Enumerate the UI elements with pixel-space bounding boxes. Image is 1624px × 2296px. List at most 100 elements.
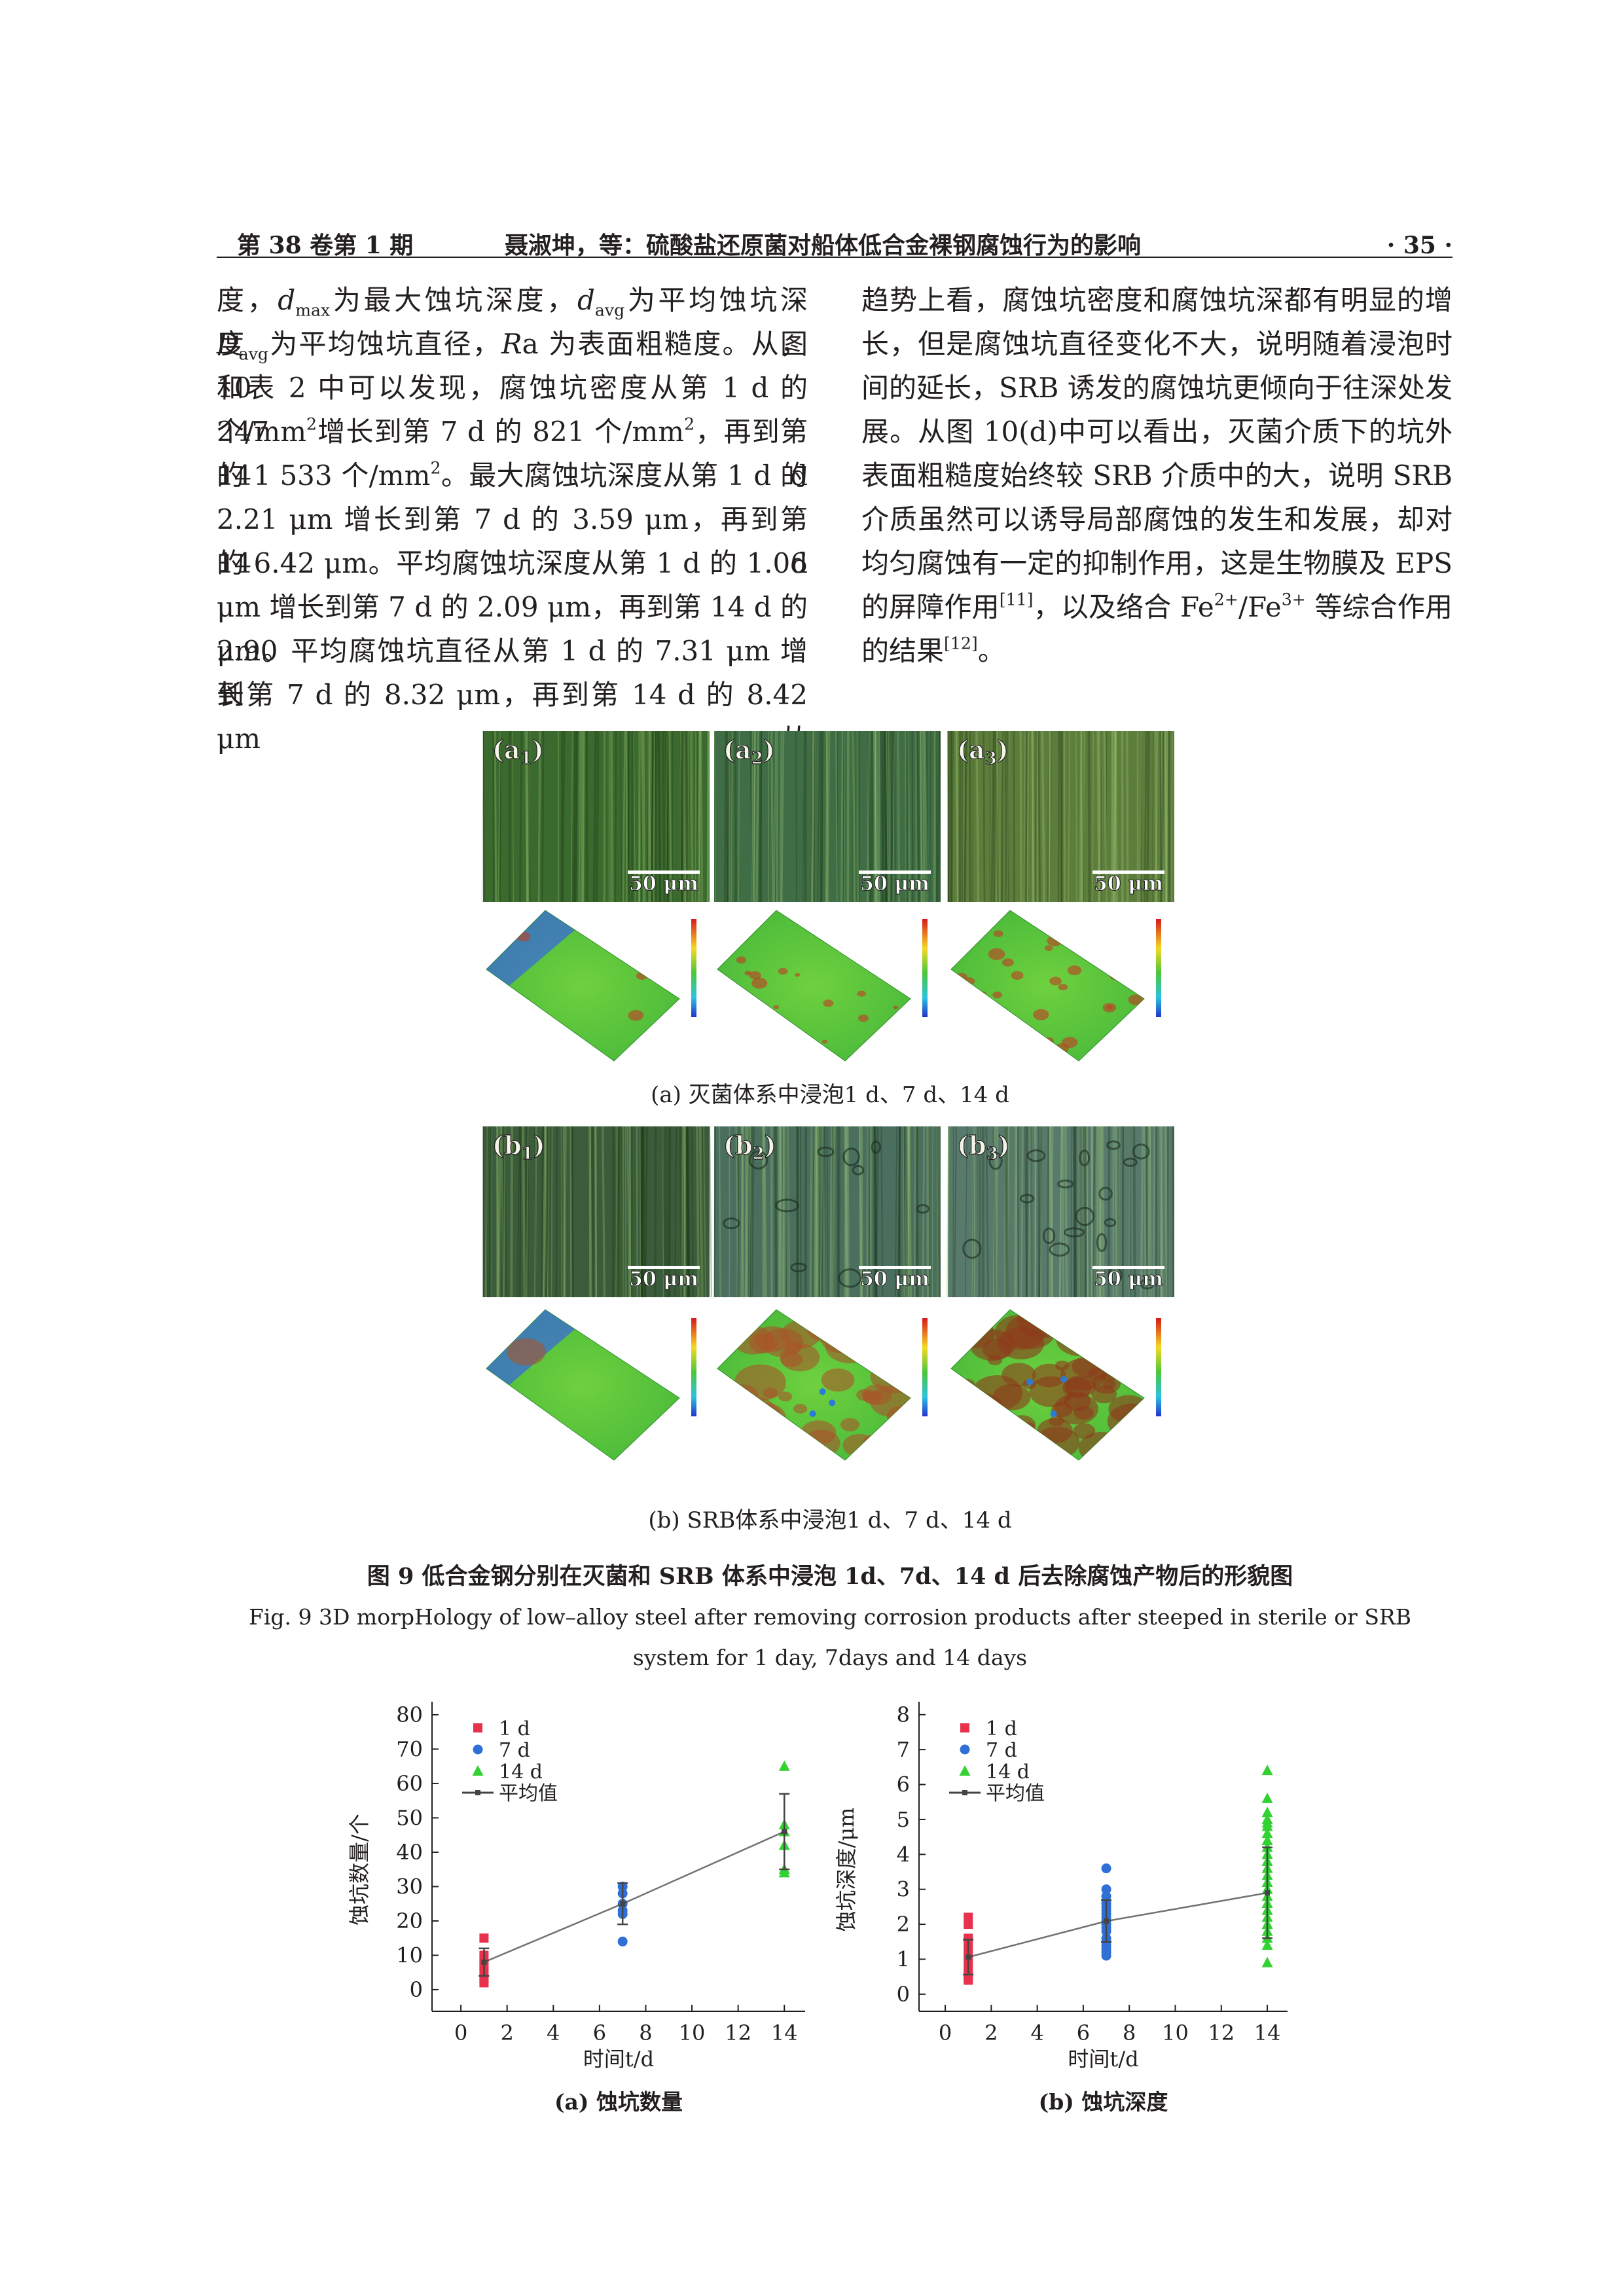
surface-spot bbox=[1119, 1321, 1144, 1339]
texture bbox=[616, 1126, 621, 1298]
legend-label: 14 d bbox=[499, 1761, 543, 1784]
texture bbox=[1048, 1126, 1051, 1298]
surface-spot bbox=[1001, 958, 1014, 967]
texture bbox=[516, 1126, 520, 1298]
texture bbox=[1047, 1126, 1049, 1298]
color-bar bbox=[922, 1318, 928, 1416]
texture bbox=[617, 1126, 620, 1298]
texture bbox=[708, 1126, 713, 1298]
surface-spot bbox=[963, 1423, 1000, 1449]
surface-spot bbox=[1108, 1395, 1144, 1424]
surface-spot bbox=[1050, 1410, 1057, 1418]
surface-spot bbox=[821, 1368, 855, 1392]
surface-spot bbox=[1102, 1003, 1117, 1013]
mean-point bbox=[1265, 1890, 1271, 1896]
y-tick-label: 5 bbox=[897, 1807, 910, 1832]
texture bbox=[1075, 1126, 1077, 1298]
panel-label: (b1) bbox=[492, 1130, 545, 1164]
texture bbox=[555, 1126, 558, 1298]
texture bbox=[501, 1126, 504, 1298]
x-tick-label: 8 bbox=[639, 2020, 652, 2045]
panel-label-part: (a bbox=[723, 735, 751, 764]
texture bbox=[501, 1126, 505, 1298]
panel-label: (a2) bbox=[723, 735, 775, 768]
text-line: 的屏障作用[11]，以及络合 Fe2+/Fe3+ 等综合作用 bbox=[861, 585, 1453, 629]
pit bbox=[1042, 1227, 1056, 1244]
texture bbox=[499, 730, 502, 903]
pit bbox=[962, 1238, 982, 1259]
pit bbox=[1104, 1218, 1117, 1227]
panel-label-part: (b bbox=[723, 1130, 753, 1160]
text-run: 的屏障作用 bbox=[861, 591, 1000, 623]
x-tick-label: 0 bbox=[939, 2020, 952, 2045]
texture bbox=[825, 730, 830, 903]
texture bbox=[543, 1126, 546, 1298]
texture bbox=[852, 730, 856, 903]
legend-marker bbox=[962, 1790, 967, 1795]
surface-spot bbox=[1011, 971, 1024, 980]
surface-spot bbox=[857, 990, 866, 997]
surface-spot bbox=[992, 992, 1003, 999]
texture bbox=[992, 1126, 996, 1298]
texture bbox=[1006, 730, 1010, 903]
texture bbox=[524, 730, 529, 903]
surface-spot bbox=[1043, 1037, 1055, 1045]
text-run: 为平均蚀坑深度， bbox=[217, 284, 808, 360]
texture bbox=[1080, 1126, 1083, 1298]
surface-spot bbox=[1111, 1326, 1144, 1358]
texture bbox=[747, 1126, 751, 1298]
texture bbox=[1164, 1126, 1168, 1298]
surface-spot bbox=[1049, 977, 1062, 986]
surface-spot bbox=[858, 1014, 869, 1022]
panel-label: (a3) bbox=[957, 735, 1009, 768]
texture bbox=[740, 1126, 745, 1298]
x-tick-label: 4 bbox=[547, 2020, 560, 2045]
texture bbox=[1084, 1126, 1087, 1298]
texture bbox=[619, 730, 623, 903]
marker bbox=[1261, 1765, 1273, 1776]
text-run: 的 1 533 个/mm bbox=[217, 459, 431, 492]
texture bbox=[831, 1126, 836, 1298]
pit bbox=[916, 1204, 929, 1214]
texture bbox=[561, 730, 566, 903]
texture bbox=[591, 1126, 594, 1298]
pit bbox=[1079, 1149, 1091, 1167]
texture bbox=[1085, 1126, 1089, 1298]
panel-label-part: 3 bbox=[985, 749, 997, 768]
text-line: 的 6.42 μm。平均腐蚀坑深度从第 1 d 的 1.06 bbox=[217, 541, 808, 585]
texture bbox=[985, 1126, 990, 1298]
texture bbox=[995, 730, 998, 903]
texture bbox=[1087, 730, 1091, 903]
text-run: [11] bbox=[999, 590, 1034, 609]
texture bbox=[550, 1126, 552, 1298]
text-line: μm 增长到第 7 d 的 2.09 μm，再到第 14 d 的 2.90 bbox=[217, 585, 808, 667]
pit bbox=[1132, 1143, 1150, 1160]
surface-spot bbox=[1112, 944, 1126, 954]
chart-caption: (a) 蚀坑数量 bbox=[554, 2089, 683, 2115]
marker bbox=[617, 1936, 628, 1946]
surface-spot bbox=[1071, 1324, 1090, 1337]
panel-label-part: ) bbox=[998, 1130, 1010, 1160]
texture bbox=[1028, 1126, 1032, 1298]
texture bbox=[829, 1126, 833, 1298]
surface-spot bbox=[1098, 924, 1113, 935]
texture bbox=[759, 730, 763, 903]
texture bbox=[1058, 1126, 1063, 1298]
texture bbox=[962, 730, 964, 903]
text-line: 展。从图 10(d)中可以看出，灭菌介质下的坑外 bbox=[861, 410, 1453, 454]
texture bbox=[826, 730, 831, 903]
text-run: 。最大腐蚀坑深度从第 1 d 的 bbox=[441, 459, 808, 492]
pit bbox=[748, 1150, 768, 1170]
texture bbox=[1172, 1126, 1174, 1298]
texture bbox=[698, 1126, 702, 1298]
text-run: R bbox=[501, 328, 522, 360]
x-tick-label: 0 bbox=[454, 2020, 467, 2045]
edge bbox=[486, 910, 575, 986]
texture bbox=[746, 1126, 749, 1298]
scale-bar bbox=[859, 870, 931, 874]
marker bbox=[778, 1760, 790, 1771]
texture bbox=[810, 730, 815, 903]
surface-plot bbox=[486, 910, 680, 1062]
texture bbox=[611, 1126, 615, 1298]
